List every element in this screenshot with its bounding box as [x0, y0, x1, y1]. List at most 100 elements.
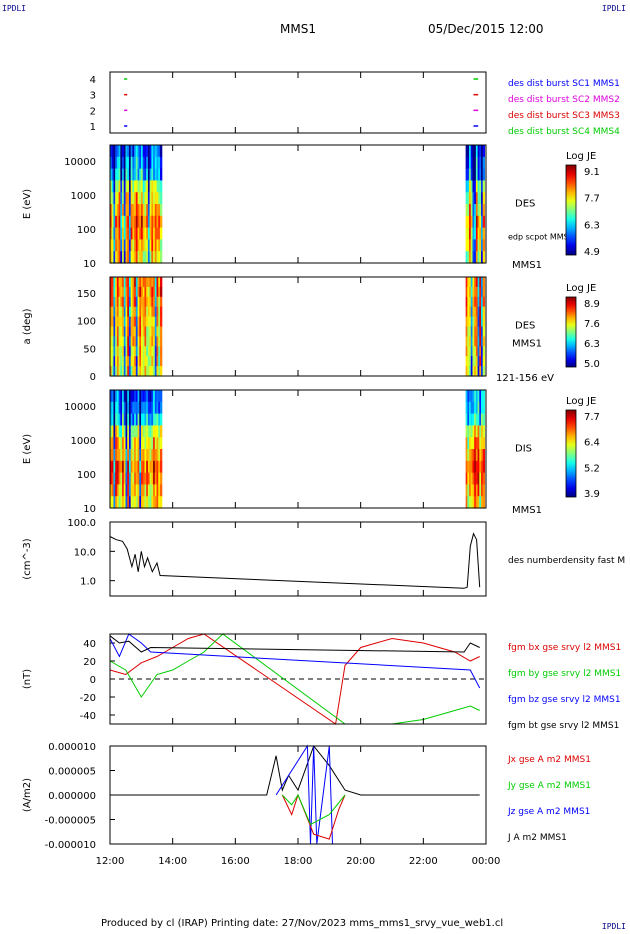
- heatmap-cell: [158, 306, 161, 318]
- heatmap-cell: [153, 437, 156, 450]
- heatmap-cell: [115, 180, 118, 193]
- heatmap-cell: [123, 401, 127, 415]
- heatmap-cell: [128, 168, 132, 181]
- heatmap-cell: [123, 180, 127, 193]
- heatmap-cell: [482, 192, 486, 205]
- heatmap-cell: [130, 251, 134, 264]
- footer-text: Produced by cl (IRAP) Printing date: 27/…: [101, 918, 504, 929]
- heatmap-cell: [130, 239, 134, 252]
- heatmap-cell: [120, 449, 123, 462]
- heatmap-cell: [465, 484, 468, 497]
- heatmap-cell: [469, 356, 472, 367]
- heatmap-cell: [134, 204, 137, 217]
- panel-frame: [109, 276, 487, 377]
- heatmap-cell: [465, 346, 468, 357]
- heatmap-cell: [481, 239, 484, 252]
- heatmap-cell: [477, 366, 480, 377]
- heatmap-cell: [470, 239, 474, 252]
- heatmap-cell: [479, 239, 482, 252]
- heatmap-cell: [139, 496, 142, 509]
- heatmap-cell: [110, 204, 113, 217]
- heatmap-cell: [130, 192, 134, 205]
- heatmap-cell: [479, 437, 482, 450]
- heatmap-ytick-label: 1000: [71, 436, 96, 447]
- heatmap-cell: [146, 413, 149, 426]
- heatmap-cell: [146, 484, 149, 497]
- heatmap-cell: [118, 215, 121, 229]
- heatmap-cell: [132, 251, 135, 264]
- heatmap-cell: [123, 145, 127, 158]
- panel-burst-legend-entry: des dist burst SC2 MMS2: [508, 95, 620, 105]
- heatmap-cell: [132, 227, 135, 240]
- heatmap-cell: [469, 472, 472, 485]
- heatmap-cell: [147, 180, 151, 193]
- heatmap-cell: [474, 366, 477, 377]
- heatmap-cell: [144, 239, 147, 252]
- heatmap-cell: [110, 460, 113, 474]
- panel-ytick-label: -40: [80, 711, 96, 722]
- heatmap-cell: [142, 425, 146, 438]
- heatmap-cell: [469, 145, 472, 158]
- heatmap-cell: [115, 227, 118, 240]
- heatmap-cell: [482, 227, 486, 240]
- heatmap-cell: [477, 346, 480, 357]
- heatmap-cell: [154, 156, 158, 170]
- heatmap-cell: [149, 180, 152, 193]
- heatmap-cell: [116, 180, 120, 193]
- heatmap-cell: [154, 180, 158, 193]
- heatmap-cell: [482, 390, 486, 403]
- heatmap-cell: [144, 460, 147, 474]
- heatmap-cell: [118, 366, 121, 377]
- panel-legend-entry: des numberdensity fast M: [508, 556, 625, 566]
- heatmap-cell: [120, 346, 123, 357]
- heatmap-cell: [115, 496, 118, 509]
- heatmap-cell: [142, 356, 146, 367]
- heatmap-cell: [474, 192, 477, 205]
- heatmap-cell: [123, 356, 127, 367]
- heatmap-cell: [154, 277, 158, 288]
- heatmap-cell: [472, 326, 475, 337]
- heatmap-cell: [142, 336, 146, 347]
- heatmap-cell: [469, 401, 472, 415]
- heatmap-cell: [137, 168, 140, 181]
- heatmap-cell: [470, 390, 474, 403]
- heatmap-cell: [111, 277, 115, 288]
- heatmap-cell: [479, 472, 482, 485]
- heatmap-cell: [467, 413, 470, 426]
- heatmap-cell: [481, 306, 484, 318]
- heatmap-cell: [120, 286, 123, 298]
- heatmap-cell: [111, 449, 115, 462]
- heatmap-cell: [474, 277, 477, 288]
- heatmap-cell: [134, 215, 137, 229]
- heatmap-cell: [481, 460, 484, 474]
- heatmap-cell: [110, 366, 113, 377]
- heatmap-cell: [158, 437, 161, 450]
- heatmap-cell: [116, 286, 120, 298]
- heatmap-cell: [115, 346, 118, 357]
- heatmap-cell: [158, 156, 161, 170]
- heatmap-cell: [472, 401, 475, 415]
- heatmap-cell: [110, 346, 113, 357]
- heatmap-cell: [111, 496, 115, 509]
- heatmap-cell: [151, 496, 154, 509]
- heatmap-cell: [113, 437, 116, 450]
- heatmap-cell: [149, 413, 152, 426]
- heatmap-cell: [137, 413, 140, 426]
- heatmap-cell: [113, 413, 116, 426]
- heatmap-cell: [481, 204, 484, 217]
- heatmap-cell: [139, 413, 142, 426]
- heatmap-cell: [151, 401, 154, 415]
- heatmap-cell: [159, 306, 163, 318]
- heatmap-cell: [127, 346, 130, 357]
- heatmap-cell: [144, 180, 147, 193]
- heatmap-cell: [127, 326, 130, 337]
- heatmap-cell: [116, 239, 120, 252]
- heatmap-cell: [122, 413, 125, 426]
- heatmap-cell: [470, 156, 474, 170]
- heatmap-cell: [472, 316, 475, 328]
- heatmap-cell: [158, 401, 161, 415]
- heatmap-cell: [154, 145, 158, 158]
- heatmap-cell: [147, 460, 151, 474]
- heatmap-cell: [132, 215, 135, 229]
- heatmap-cell: [132, 336, 135, 347]
